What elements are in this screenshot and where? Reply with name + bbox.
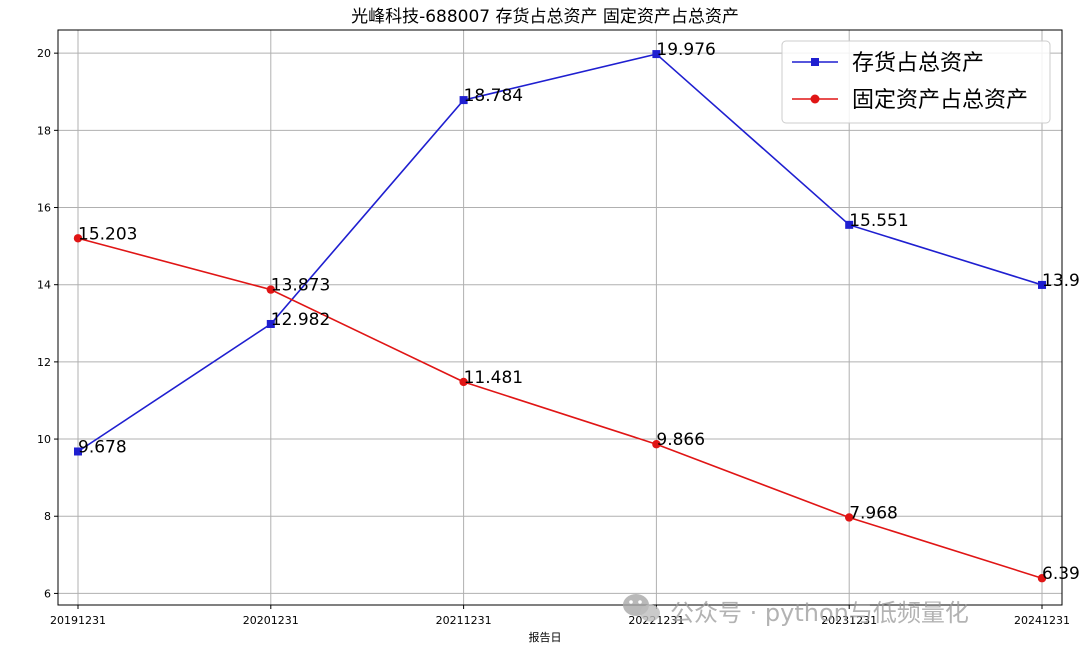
y-tick-label: 20 bbox=[37, 47, 51, 60]
legend-box bbox=[781, 40, 1051, 124]
watermark: 公众号 · python与低频量化 bbox=[623, 594, 969, 627]
legend-label-fixed-assets: 固定资产占总资产 bbox=[852, 88, 1028, 113]
series-line bbox=[77, 237, 1043, 579]
series-1 bbox=[73, 234, 1047, 583]
y-axis: 6 8 10 12 14 16 18 20 bbox=[37, 47, 58, 600]
y-tick-label: 8 bbox=[44, 510, 51, 523]
y-tick-label: 18 bbox=[37, 124, 51, 137]
x-axis-label: 报告日 bbox=[529, 630, 562, 644]
series bbox=[73, 50, 1047, 583]
data-label: 9.678 bbox=[78, 437, 127, 457]
data-point bbox=[652, 440, 661, 449]
data-point bbox=[459, 377, 468, 387]
y-tick-label: 10 bbox=[37, 433, 51, 446]
data-labels: 9.678 12.982 18.784 19.976 15.551 13.994 15.20… bbox=[78, 40, 1080, 584]
data-label: 7.968 bbox=[849, 503, 898, 523]
x-tick-label: 20241231 bbox=[1014, 614, 1070, 627]
data-label: 12.982 bbox=[271, 310, 330, 330]
watermark-text: 公众号 · python与低频量化 bbox=[670, 599, 969, 627]
data-label: 15.551 bbox=[849, 211, 908, 231]
data-label: 6.394 bbox=[1042, 564, 1080, 584]
data-point bbox=[652, 50, 661, 59]
data-label: 13.873 bbox=[271, 276, 330, 296]
x-tick-label: 20211231 bbox=[436, 614, 492, 627]
legend: 存货占总资产 固定资产占总资产 bbox=[781, 40, 1051, 124]
legend-marker-fixed-assets bbox=[810, 94, 820, 104]
data-point bbox=[266, 285, 275, 294]
plot-frame bbox=[57, 29, 1063, 606]
legend-label-inventory: 存货占总资产 bbox=[852, 51, 984, 76]
data-label: 19.976 bbox=[656, 40, 715, 60]
chart-title: 光峰科技-688007 存货占总资产 固定资产占总资产 bbox=[351, 7, 739, 27]
data-point bbox=[1038, 280, 1046, 289]
data-point bbox=[73, 234, 83, 243]
x-axis: 20191231 20201231 20211231 20221231 20231231… bbox=[50, 605, 1070, 627]
data-label: 15.203 bbox=[78, 224, 137, 244]
y-tick-label: 14 bbox=[37, 279, 51, 292]
x-tick-label: 20191231 bbox=[50, 614, 106, 627]
data-point bbox=[266, 319, 275, 328]
data-point bbox=[845, 220, 854, 229]
y-tick-label: 6 bbox=[44, 587, 51, 600]
data-label: 18.784 bbox=[464, 86, 523, 106]
data-label: 11.481 bbox=[464, 368, 523, 388]
data-point bbox=[74, 447, 82, 456]
x-tick-label: 20231231 bbox=[821, 614, 877, 627]
data-label: 13.994 bbox=[1042, 271, 1080, 291]
series-0 bbox=[74, 50, 1046, 456]
y-tick-label: 16 bbox=[37, 202, 51, 215]
grid bbox=[58, 30, 1062, 605]
data-point bbox=[459, 96, 468, 105]
y-tick-label: 12 bbox=[37, 356, 51, 369]
data-point bbox=[1037, 574, 1047, 583]
x-tick-label: 20201231 bbox=[243, 614, 299, 627]
wechat-icon bbox=[623, 594, 660, 622]
data-point bbox=[845, 513, 854, 522]
legend-marker-inventory bbox=[811, 58, 819, 66]
data-label: 9.866 bbox=[656, 430, 705, 450]
series-line bbox=[77, 53, 1043, 453]
